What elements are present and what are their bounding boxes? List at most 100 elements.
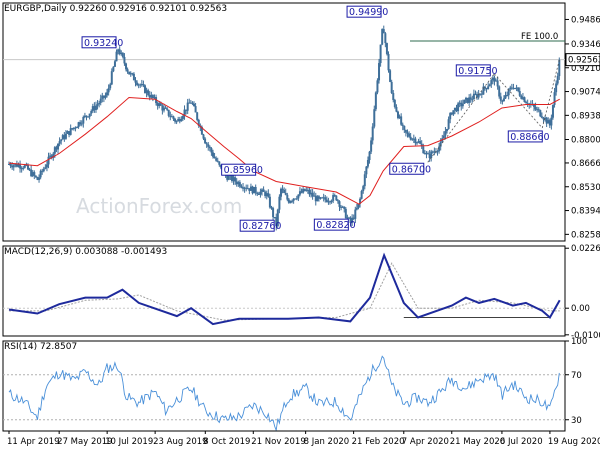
candle-body bbox=[145, 90, 148, 94]
candle bbox=[298, 187, 301, 197]
candle bbox=[12, 163, 15, 171]
candle bbox=[525, 100, 528, 104]
candle bbox=[175, 120, 178, 125]
candle-body bbox=[468, 97, 471, 103]
price-frame bbox=[2, 2, 566, 242]
annotation-box bbox=[455, 64, 491, 77]
candle bbox=[205, 141, 208, 148]
candle-body bbox=[207, 144, 210, 147]
candle bbox=[71, 127, 74, 131]
candle bbox=[166, 106, 169, 111]
candle bbox=[491, 75, 494, 85]
candle-body bbox=[446, 128, 449, 132]
annotation-label: 0.85960 bbox=[224, 165, 263, 176]
candle-body bbox=[33, 172, 36, 176]
candle-body bbox=[302, 188, 305, 193]
candle-body bbox=[251, 186, 254, 194]
macd-ytick-label: -0.010052 bbox=[571, 331, 600, 341]
candle bbox=[153, 94, 156, 100]
x-tick-label: 27 May 2019 bbox=[57, 437, 112, 447]
candle bbox=[450, 112, 453, 116]
candle-body bbox=[107, 88, 110, 93]
candle-body bbox=[449, 113, 452, 120]
candle-body bbox=[82, 116, 85, 124]
candle-body bbox=[170, 116, 173, 118]
candle bbox=[384, 31, 387, 48]
candle-body bbox=[178, 119, 181, 122]
x-tick-label: 19 Aug 2020 bbox=[548, 437, 600, 447]
candle bbox=[509, 85, 512, 92]
candle-body bbox=[272, 208, 275, 218]
candle-body bbox=[398, 116, 401, 119]
candle-body bbox=[140, 84, 143, 86]
candle-body bbox=[414, 138, 417, 144]
candle-body bbox=[235, 181, 238, 185]
candle-body bbox=[131, 73, 134, 75]
candle-body bbox=[80, 123, 83, 125]
candle-body bbox=[314, 195, 317, 202]
candle bbox=[548, 118, 551, 129]
candle-body bbox=[417, 141, 420, 143]
candle bbox=[423, 150, 426, 155]
candle bbox=[63, 132, 66, 142]
candle bbox=[232, 174, 235, 185]
price-annotation: 0.91750 bbox=[455, 64, 498, 77]
rsi-ytick-label: 100 bbox=[571, 337, 587, 347]
candle-body bbox=[153, 97, 156, 99]
candle-body bbox=[490, 80, 493, 85]
candle-body bbox=[279, 188, 282, 197]
candle bbox=[66, 130, 69, 134]
candle-body bbox=[496, 80, 499, 87]
candle bbox=[488, 83, 491, 87]
candle-body bbox=[520, 95, 523, 99]
candle-body bbox=[20, 168, 23, 170]
annotation-label: 0.86700 bbox=[392, 164, 431, 175]
candle-body bbox=[193, 103, 196, 107]
candle-body bbox=[335, 195, 338, 201]
candle-body bbox=[411, 138, 414, 140]
candle bbox=[196, 111, 199, 122]
candle-body bbox=[540, 116, 543, 118]
candle-body bbox=[125, 63, 128, 70]
candle bbox=[172, 115, 175, 122]
candle-body bbox=[162, 107, 165, 111]
candle bbox=[366, 156, 369, 169]
candle bbox=[472, 89, 475, 100]
candle-body bbox=[341, 206, 344, 208]
candle bbox=[412, 134, 415, 143]
candle-body bbox=[136, 82, 139, 85]
candle bbox=[502, 95, 505, 102]
candle-body bbox=[151, 94, 154, 99]
candle-body bbox=[420, 143, 423, 147]
candle-body bbox=[404, 129, 407, 133]
candle bbox=[449, 112, 452, 124]
candle bbox=[378, 58, 381, 84]
candle-body bbox=[537, 109, 540, 111]
candle-body bbox=[123, 56, 126, 64]
candle-body bbox=[19, 164, 22, 169]
candle-body bbox=[396, 111, 399, 119]
candle-body bbox=[159, 103, 162, 106]
candle-body bbox=[415, 142, 418, 144]
candle bbox=[352, 214, 355, 221]
candle-body bbox=[544, 117, 547, 120]
candle-body bbox=[514, 87, 517, 89]
candle bbox=[428, 150, 431, 162]
candle-body bbox=[58, 141, 61, 144]
candle bbox=[110, 68, 113, 86]
candle bbox=[537, 107, 540, 113]
candle bbox=[216, 157, 219, 163]
candle bbox=[447, 116, 450, 130]
candle-body bbox=[542, 117, 545, 120]
candle-body bbox=[262, 189, 265, 192]
candle bbox=[415, 141, 418, 146]
candle-body bbox=[319, 197, 322, 199]
candle bbox=[392, 90, 395, 103]
candle bbox=[150, 91, 153, 99]
candle-body bbox=[85, 115, 88, 117]
candle bbox=[414, 136, 417, 146]
candle-body bbox=[90, 111, 93, 114]
candle-body bbox=[189, 102, 192, 104]
candle bbox=[180, 116, 183, 122]
candle bbox=[131, 72, 134, 76]
